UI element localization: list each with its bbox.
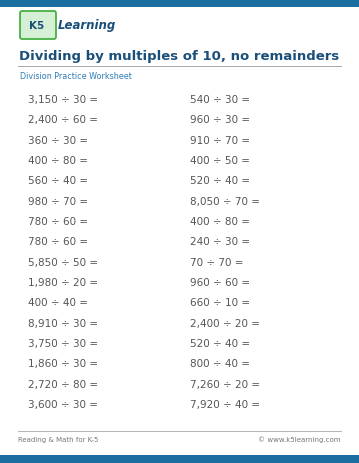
- Text: 2,720 ÷ 80 =: 2,720 ÷ 80 =: [28, 379, 98, 389]
- Text: 3,600 ÷ 30 =: 3,600 ÷ 30 =: [28, 399, 98, 409]
- Text: 5,850 ÷ 50 =: 5,850 ÷ 50 =: [28, 257, 98, 267]
- Text: 910 ÷ 70 =: 910 ÷ 70 =: [190, 136, 250, 145]
- Text: 3,750 ÷ 30 =: 3,750 ÷ 30 =: [28, 338, 98, 348]
- Text: 780 ÷ 60 =: 780 ÷ 60 =: [28, 237, 88, 247]
- Text: 960 ÷ 30 =: 960 ÷ 30 =: [190, 115, 250, 125]
- Text: K5: K5: [29, 21, 44, 31]
- Text: Reading & Math for K-5: Reading & Math for K-5: [18, 436, 98, 442]
- Text: 520 ÷ 40 =: 520 ÷ 40 =: [190, 338, 250, 348]
- Text: 980 ÷ 70 =: 980 ÷ 70 =: [28, 196, 88, 206]
- Text: 7,920 ÷ 40 =: 7,920 ÷ 40 =: [190, 399, 260, 409]
- Text: 70 ÷ 70 =: 70 ÷ 70 =: [190, 257, 243, 267]
- Text: Learning: Learning: [58, 19, 116, 32]
- Text: 560 ÷ 40 =: 560 ÷ 40 =: [28, 176, 88, 186]
- Text: 240 ÷ 30 =: 240 ÷ 30 =: [190, 237, 250, 247]
- Text: 400 ÷ 80 =: 400 ÷ 80 =: [28, 156, 88, 166]
- Text: 360 ÷ 30 =: 360 ÷ 30 =: [28, 136, 88, 145]
- Text: 8,050 ÷ 70 =: 8,050 ÷ 70 =: [190, 196, 260, 206]
- Bar: [0, 0, 359, 8]
- Text: © www.k5learning.com: © www.k5learning.com: [258, 436, 341, 442]
- Text: 960 ÷ 60 =: 960 ÷ 60 =: [190, 277, 250, 288]
- Text: 400 ÷ 40 =: 400 ÷ 40 =: [28, 298, 88, 307]
- Text: 400 ÷ 80 =: 400 ÷ 80 =: [190, 217, 250, 226]
- Text: 400 ÷ 50 =: 400 ÷ 50 =: [190, 156, 250, 166]
- Text: 1,980 ÷ 20 =: 1,980 ÷ 20 =: [28, 277, 98, 288]
- Text: 1,860 ÷ 30 =: 1,860 ÷ 30 =: [28, 358, 98, 369]
- Text: Division Practice Worksheet: Division Practice Worksheet: [20, 72, 132, 81]
- FancyBboxPatch shape: [20, 12, 56, 40]
- Text: 2,400 ÷ 20 =: 2,400 ÷ 20 =: [190, 318, 260, 328]
- Text: 800 ÷ 40 =: 800 ÷ 40 =: [190, 358, 250, 369]
- Text: 520 ÷ 40 =: 520 ÷ 40 =: [190, 176, 250, 186]
- Text: 780 ÷ 60 =: 780 ÷ 60 =: [28, 217, 88, 226]
- Text: Dividing by multiples of 10, no remainders: Dividing by multiples of 10, no remainde…: [19, 50, 339, 63]
- Text: 8,910 ÷ 30 =: 8,910 ÷ 30 =: [28, 318, 98, 328]
- Text: 660 ÷ 10 =: 660 ÷ 10 =: [190, 298, 250, 307]
- Text: 2,400 ÷ 60 =: 2,400 ÷ 60 =: [28, 115, 98, 125]
- Text: 540 ÷ 30 =: 540 ÷ 30 =: [190, 95, 250, 105]
- Text: 7,260 ÷ 20 =: 7,260 ÷ 20 =: [190, 379, 260, 389]
- Text: 3,150 ÷ 30 =: 3,150 ÷ 30 =: [28, 95, 98, 105]
- Bar: [0, 455, 359, 463]
